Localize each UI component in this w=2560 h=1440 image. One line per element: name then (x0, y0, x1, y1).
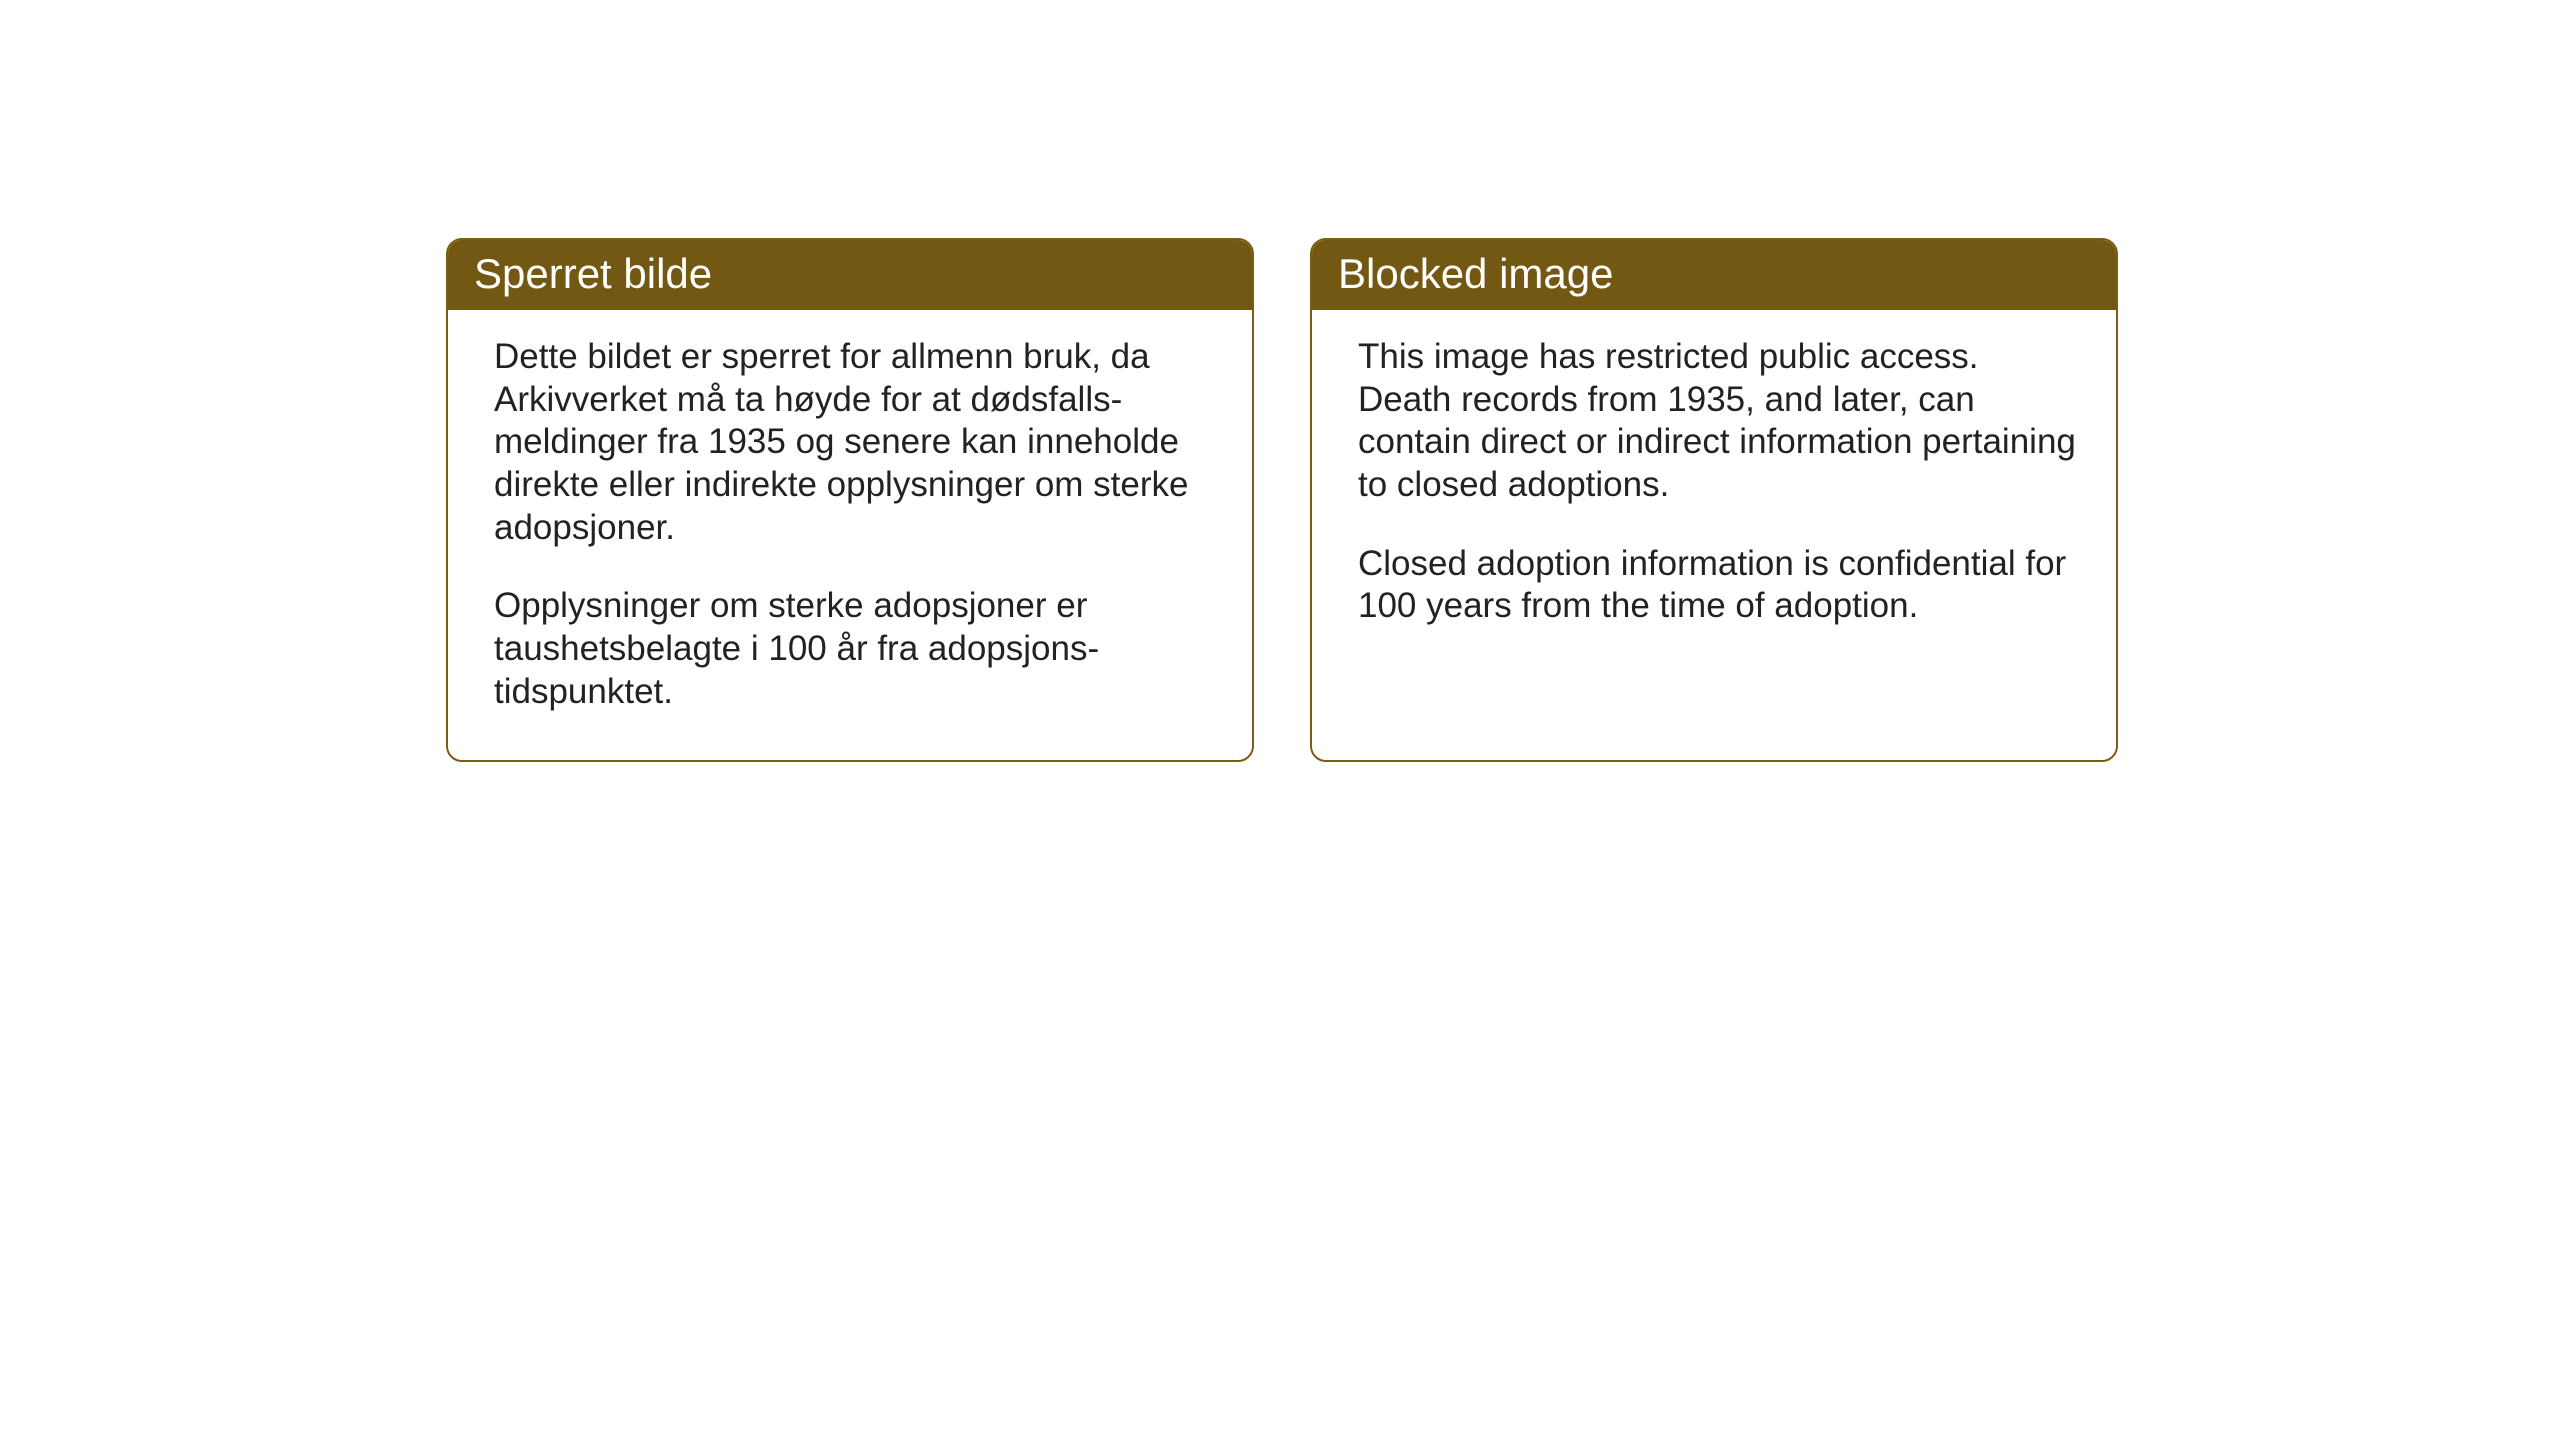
card-header-english: Blocked image (1312, 240, 2116, 310)
notice-card-norwegian: Sperret bilde Dette bildet er sperret fo… (446, 238, 1254, 762)
notice-container: Sperret bilde Dette bildet er sperret fo… (446, 238, 2118, 762)
card-title-english: Blocked image (1338, 250, 1613, 297)
card-paragraph-english-2: Closed adoption information is confident… (1358, 543, 2076, 628)
card-header-norwegian: Sperret bilde (448, 240, 1252, 310)
card-paragraph-english-1: This image has restricted public access.… (1358, 336, 2076, 507)
card-body-english: This image has restricted public access.… (1312, 310, 2116, 760)
card-paragraph-norwegian-1: Dette bildet er sperret for allmenn bruk… (494, 336, 1212, 549)
card-paragraph-norwegian-2: Opplysninger om sterke adopsjoner er tau… (494, 585, 1212, 713)
notice-card-english: Blocked image This image has restricted … (1310, 238, 2118, 762)
card-title-norwegian: Sperret bilde (474, 250, 712, 297)
card-body-norwegian: Dette bildet er sperret for allmenn bruk… (448, 310, 1252, 760)
